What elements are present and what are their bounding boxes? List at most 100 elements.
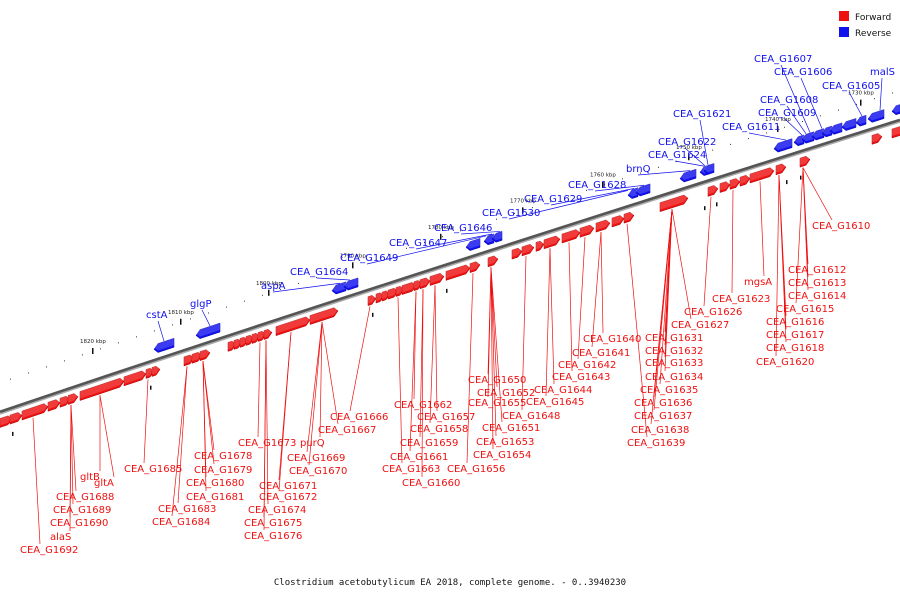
forward-gene <box>535 239 545 252</box>
feature-shape <box>773 138 793 153</box>
forward-gene <box>579 223 595 238</box>
reverse-gene <box>773 136 793 153</box>
gene-label: CEA_G1620 <box>756 357 814 368</box>
gene-label: CEA_G1659 <box>400 438 458 449</box>
leader-line <box>699 119 709 165</box>
scale-dot <box>406 247 407 249</box>
scale-dot <box>532 207 533 209</box>
feature-highlight <box>0 413 12 426</box>
gene-label: CEA_G1683 <box>158 504 216 515</box>
feature-highlight <box>660 193 688 210</box>
forward-gene <box>429 271 445 286</box>
forward-gene <box>707 183 719 197</box>
gene-label: CEA_G1676 <box>244 531 302 542</box>
gene-label: CEA_G1690 <box>50 518 108 529</box>
gene-label: CEA_G1638 <box>631 425 689 436</box>
gene-label: CEA_G1653 <box>476 437 534 448</box>
leader-line <box>319 322 323 438</box>
feature-highlight <box>680 167 696 181</box>
leader-line <box>32 417 41 545</box>
feature-highlight <box>264 327 272 338</box>
scale-dot <box>820 115 821 117</box>
scale-dot <box>748 138 749 140</box>
feature-highlight <box>774 136 792 151</box>
gene-label: mgsA <box>744 277 772 288</box>
gene-label: CEA_G1605 <box>822 81 880 92</box>
tick-labels: 1730 kbp 1740 kbp 1750 kbp 1760 kbp 1770 kbp… <box>80 91 874 355</box>
scale-dot <box>514 212 515 214</box>
reverse-gene <box>829 120 843 135</box>
gene-label: CEA_G1630 <box>482 208 540 219</box>
scale-dot <box>640 172 641 174</box>
scale-dot <box>856 103 857 105</box>
forward-gene <box>367 293 377 306</box>
leader-line <box>306 322 323 453</box>
feature-highlight <box>184 352 194 364</box>
reverse-gene <box>793 132 805 147</box>
feature-highlight <box>544 233 560 247</box>
feature-highlight <box>310 305 338 323</box>
feature-highlight <box>60 394 70 406</box>
feature-shape <box>739 175 751 187</box>
feature-highlight <box>466 236 480 249</box>
leader-line <box>659 209 673 385</box>
feature-shape <box>153 337 175 353</box>
forward-gene <box>749 165 775 184</box>
scale-dot <box>712 149 713 151</box>
gene-label: CEA_G1645 <box>526 397 584 408</box>
gene-label: cstA <box>146 310 168 321</box>
gene-label: CEA_G1613 <box>788 278 846 289</box>
position-mark <box>800 175 802 180</box>
feature-highlight <box>344 275 358 289</box>
feature-highlight <box>720 179 730 191</box>
feature-highlight <box>402 280 416 293</box>
backbone-shadow <box>0 121 900 415</box>
leader-line <box>490 267 494 450</box>
gene-label: CEA_G1672 <box>259 492 317 503</box>
feature-highlight <box>484 231 494 243</box>
feature-highlight <box>794 132 804 144</box>
reverse-gene <box>811 126 825 141</box>
leader-line <box>99 395 115 478</box>
gene-label: CEA_G1629 <box>524 194 582 205</box>
feature-shape <box>595 219 611 233</box>
feature-highlight <box>750 165 774 182</box>
leader-line <box>545 248 551 397</box>
gene-label: CEA_G1663 <box>382 464 440 475</box>
gene-label: CEA_G1648 <box>502 411 560 422</box>
leader-line <box>70 405 77 492</box>
forward-gene <box>511 246 523 260</box>
reverse-gene <box>867 107 885 123</box>
gene-label: CEA_G1634 <box>645 372 703 383</box>
gene-label: CEA_G1617 <box>766 330 824 341</box>
leader-line <box>397 297 403 464</box>
feature-highlight <box>388 286 398 298</box>
tick-label: 1800 kbp <box>256 281 282 287</box>
feature-shape <box>47 399 61 412</box>
leader-line <box>466 273 474 464</box>
feature-shape <box>855 114 867 127</box>
scale-dot <box>10 378 11 380</box>
feature-shape <box>891 104 900 116</box>
feature-highlight <box>430 271 444 284</box>
scale-dot <box>604 184 605 186</box>
gene-label: CEA_G1671 <box>259 481 317 492</box>
gene-label: CEA_G1649 <box>340 253 398 264</box>
feature-shape <box>521 244 535 257</box>
reverse-gene <box>465 236 481 251</box>
feature-highlight <box>80 376 124 399</box>
feature-shape <box>707 185 719 197</box>
feature-highlight <box>596 217 610 231</box>
forward-gene <box>659 193 689 213</box>
tick-label: 1780 kbp <box>428 225 454 231</box>
leader-line <box>594 184 645 192</box>
leader-line <box>202 361 215 465</box>
leader-line <box>366 235 487 265</box>
tick-label: 1790 kbp <box>340 253 366 259</box>
scale-dot <box>262 294 263 296</box>
reverse-gene <box>801 129 815 144</box>
feature-shape <box>511 247 523 260</box>
gene-label: CEA_G1635 <box>640 385 698 396</box>
feature-shape <box>79 377 125 401</box>
gene-label: CEA_G1674 <box>248 505 306 516</box>
